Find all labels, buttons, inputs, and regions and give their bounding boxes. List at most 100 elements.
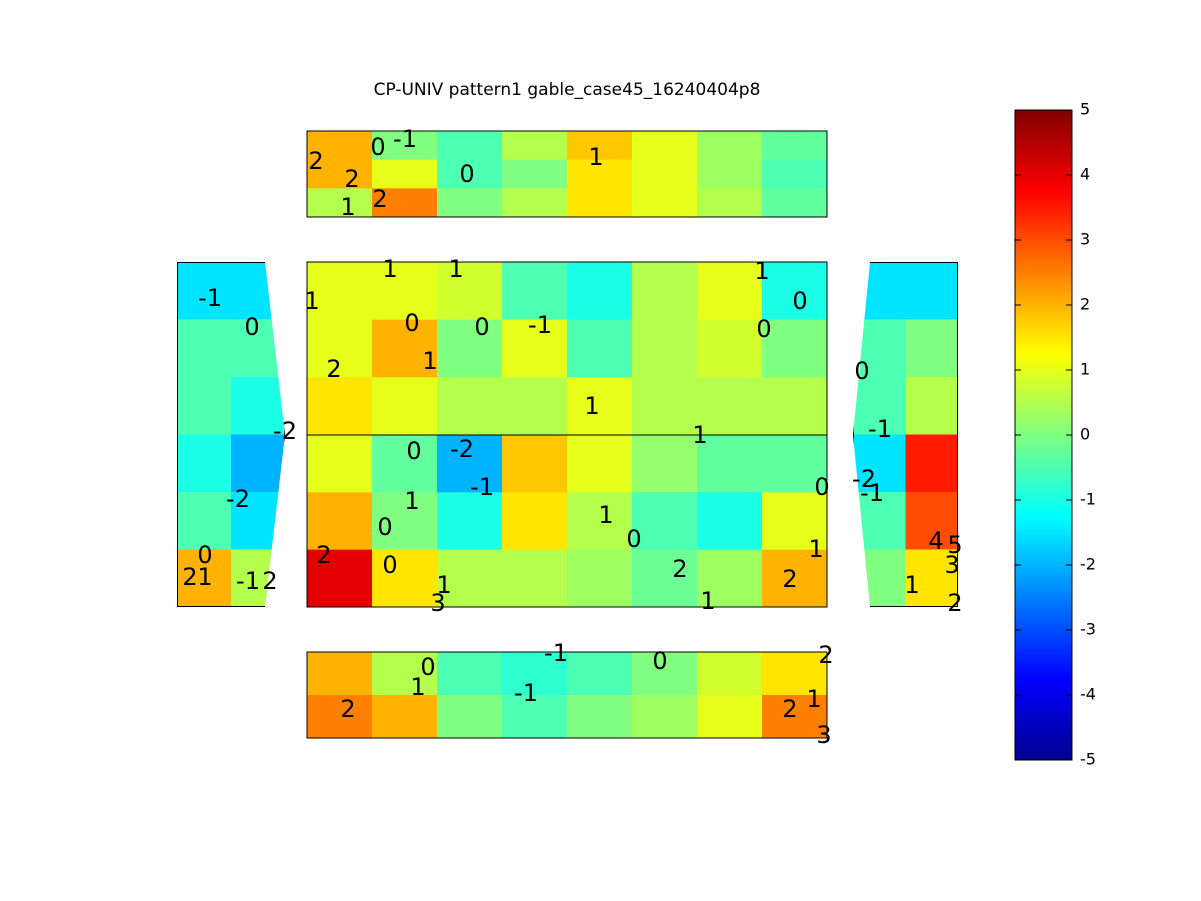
contour-label: 1 bbox=[754, 257, 769, 285]
colorbar-tick-label: 3 bbox=[1080, 230, 1090, 249]
contour-cell bbox=[231, 262, 285, 320]
contour-label: 0 bbox=[382, 551, 397, 579]
contour-cell bbox=[502, 262, 568, 321]
contour-cell bbox=[567, 188, 633, 218]
contour-label: 2 bbox=[782, 695, 797, 723]
contour-label: 1 bbox=[436, 571, 451, 599]
contour-cell bbox=[437, 492, 503, 551]
contour-cell bbox=[502, 319, 568, 378]
contour-cell bbox=[697, 262, 763, 321]
contour-label: 1 bbox=[410, 673, 425, 701]
contour-label: 0 bbox=[854, 357, 869, 385]
contour-cell bbox=[372, 131, 438, 161]
contour-cell bbox=[567, 377, 633, 436]
contour-label: 2 bbox=[782, 565, 797, 593]
contour-cell bbox=[502, 159, 568, 189]
contour-label: 1 bbox=[808, 535, 823, 563]
contour-cell bbox=[502, 188, 568, 218]
contour-cell bbox=[177, 434, 232, 493]
contour-cell bbox=[632, 492, 698, 551]
contour-cell bbox=[697, 131, 763, 161]
contour-label: -2 bbox=[273, 417, 297, 445]
contour-cell bbox=[567, 159, 633, 189]
contour-label: 0 bbox=[474, 313, 489, 341]
contour-cell bbox=[567, 131, 633, 161]
contour-cell bbox=[697, 695, 763, 739]
contour-label: 2 bbox=[947, 589, 962, 617]
contour-cell bbox=[762, 435, 828, 493]
contour-label: -1 bbox=[528, 311, 552, 339]
contour-cell bbox=[372, 377, 438, 436]
contour-label: -1 bbox=[860, 479, 884, 507]
colorbar-tick-label: -3 bbox=[1080, 620, 1096, 639]
contour-cell bbox=[177, 319, 232, 378]
contour-cell bbox=[762, 549, 828, 608]
contour-cell bbox=[437, 377, 503, 436]
contour-label: 1 bbox=[422, 347, 437, 375]
contour-label: 2 bbox=[344, 165, 359, 193]
contour-cell bbox=[762, 492, 828, 551]
contour-cell bbox=[567, 695, 633, 739]
contour-cell bbox=[905, 549, 958, 607]
contour-cell bbox=[231, 377, 285, 435]
colorbar-tick-label: 0 bbox=[1080, 425, 1090, 444]
contour-cell bbox=[905, 492, 958, 550]
contour-label: 0 bbox=[626, 525, 641, 553]
contour-cell bbox=[762, 652, 828, 696]
contour-cell bbox=[437, 159, 503, 189]
colorbar-tick-label: -4 bbox=[1080, 685, 1096, 704]
contour-label: 1 bbox=[404, 487, 419, 515]
contour-label: -1 bbox=[198, 284, 222, 312]
contour-cell bbox=[177, 549, 232, 607]
colorbar-tick-label: 4 bbox=[1080, 165, 1090, 184]
panel-frame bbox=[306, 651, 828, 739]
colorbar-tick-label: 2 bbox=[1080, 295, 1090, 314]
contour-label: 2 bbox=[818, 641, 833, 669]
contour-cell bbox=[762, 262, 828, 321]
contour-label: 3 bbox=[430, 589, 445, 617]
colorbar-tick-label: -5 bbox=[1080, 750, 1096, 769]
panel-frame bbox=[306, 130, 828, 218]
contour-label: -1 bbox=[544, 639, 568, 667]
contour-panel bbox=[307, 262, 828, 436]
colorbar-tick-label: 5 bbox=[1080, 100, 1090, 119]
contour-cell bbox=[372, 435, 438, 493]
contour-cell bbox=[502, 131, 568, 161]
contour-label: 0 bbox=[370, 133, 385, 161]
contour-cell bbox=[905, 377, 958, 435]
contour-label: 0 bbox=[377, 513, 392, 541]
contour-label: 4 bbox=[928, 527, 943, 555]
contour-label: 1 bbox=[588, 143, 603, 171]
contour-cell bbox=[372, 188, 438, 218]
contour-cell bbox=[372, 549, 438, 608]
contour-cell bbox=[307, 131, 373, 161]
contour-label: 2 bbox=[182, 563, 197, 591]
contour-label: -2 bbox=[852, 465, 876, 493]
contour-label: 2 bbox=[326, 355, 341, 383]
panel-frame bbox=[306, 434, 828, 608]
contour-label: 1 bbox=[448, 255, 463, 283]
contour-cell bbox=[437, 652, 503, 696]
contour-label: 0 bbox=[756, 315, 771, 343]
contour-cell bbox=[437, 188, 503, 218]
contour-label: 3 bbox=[816, 721, 831, 749]
contour-cell bbox=[697, 319, 763, 378]
contour-label: -1 bbox=[514, 679, 538, 707]
contour-cell bbox=[632, 319, 698, 378]
contour-cell bbox=[437, 549, 503, 608]
contour-cell bbox=[632, 131, 698, 161]
contour-cell bbox=[632, 262, 698, 321]
contour-cell bbox=[307, 652, 373, 696]
contour-label: 0 bbox=[244, 313, 259, 341]
contour-cell bbox=[502, 695, 568, 739]
contour-panel bbox=[853, 262, 958, 607]
contour-cell bbox=[502, 377, 568, 436]
contour-cell bbox=[632, 652, 698, 696]
contour-label: 0 bbox=[459, 160, 474, 188]
contour-label: 1 bbox=[806, 685, 821, 713]
contour-cell bbox=[437, 262, 503, 321]
contour-label: 2 bbox=[308, 147, 323, 175]
contour-cell bbox=[307, 262, 373, 321]
contour-label: 2 bbox=[340, 695, 355, 723]
